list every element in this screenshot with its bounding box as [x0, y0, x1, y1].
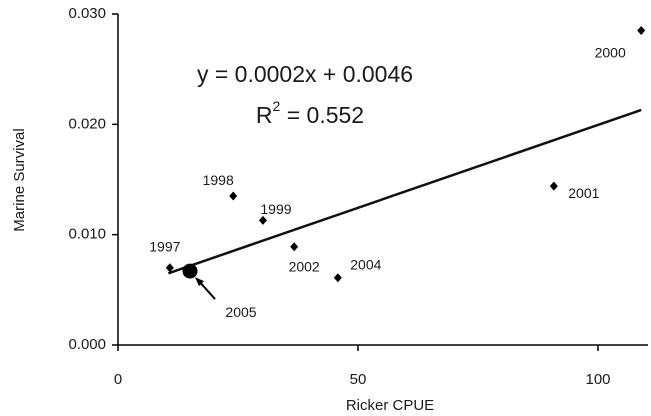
- point-label: 1998: [203, 172, 234, 188]
- point: [549, 181, 558, 191]
- point: [165, 263, 174, 273]
- y-tick-label: 0.030: [68, 5, 106, 22]
- y-tick-label: 0.000: [68, 336, 106, 353]
- y-tick-label: 0.010: [68, 226, 106, 243]
- arrow-head: [195, 277, 204, 287]
- trend-line: [167, 108, 642, 275]
- point: [637, 26, 646, 36]
- y-axis-label: Marine Survival: [11, 128, 28, 231]
- x-axis-label: Ricker CPUE: [346, 397, 434, 414]
- point: [229, 191, 238, 201]
- point: [290, 242, 299, 252]
- point: [258, 215, 267, 225]
- r-squared-r: R: [256, 102, 273, 128]
- r-squared: R2 = 0.552: [256, 98, 364, 128]
- r-squared-value: = 0.552: [280, 102, 364, 128]
- point: [333, 273, 342, 283]
- x-tick-label: 50: [350, 371, 367, 388]
- x-tick-label: 0: [114, 371, 122, 388]
- point-label: 2001: [568, 185, 599, 201]
- equation: y = 0.0002x + 0.0046: [197, 61, 413, 87]
- x-tick-label: 100: [585, 371, 610, 388]
- point-label: 2000: [595, 44, 626, 60]
- point-highlight: [182, 263, 198, 279]
- y-tick-label: 0.020: [68, 115, 106, 132]
- point-label: 2002: [289, 259, 320, 275]
- point-label: 2005: [225, 304, 256, 320]
- point-label: 1999: [260, 201, 291, 217]
- point-label: 1997: [149, 238, 180, 254]
- r-squared-exponent: 2: [273, 98, 281, 114]
- point-label: 2004: [350, 256, 381, 272]
